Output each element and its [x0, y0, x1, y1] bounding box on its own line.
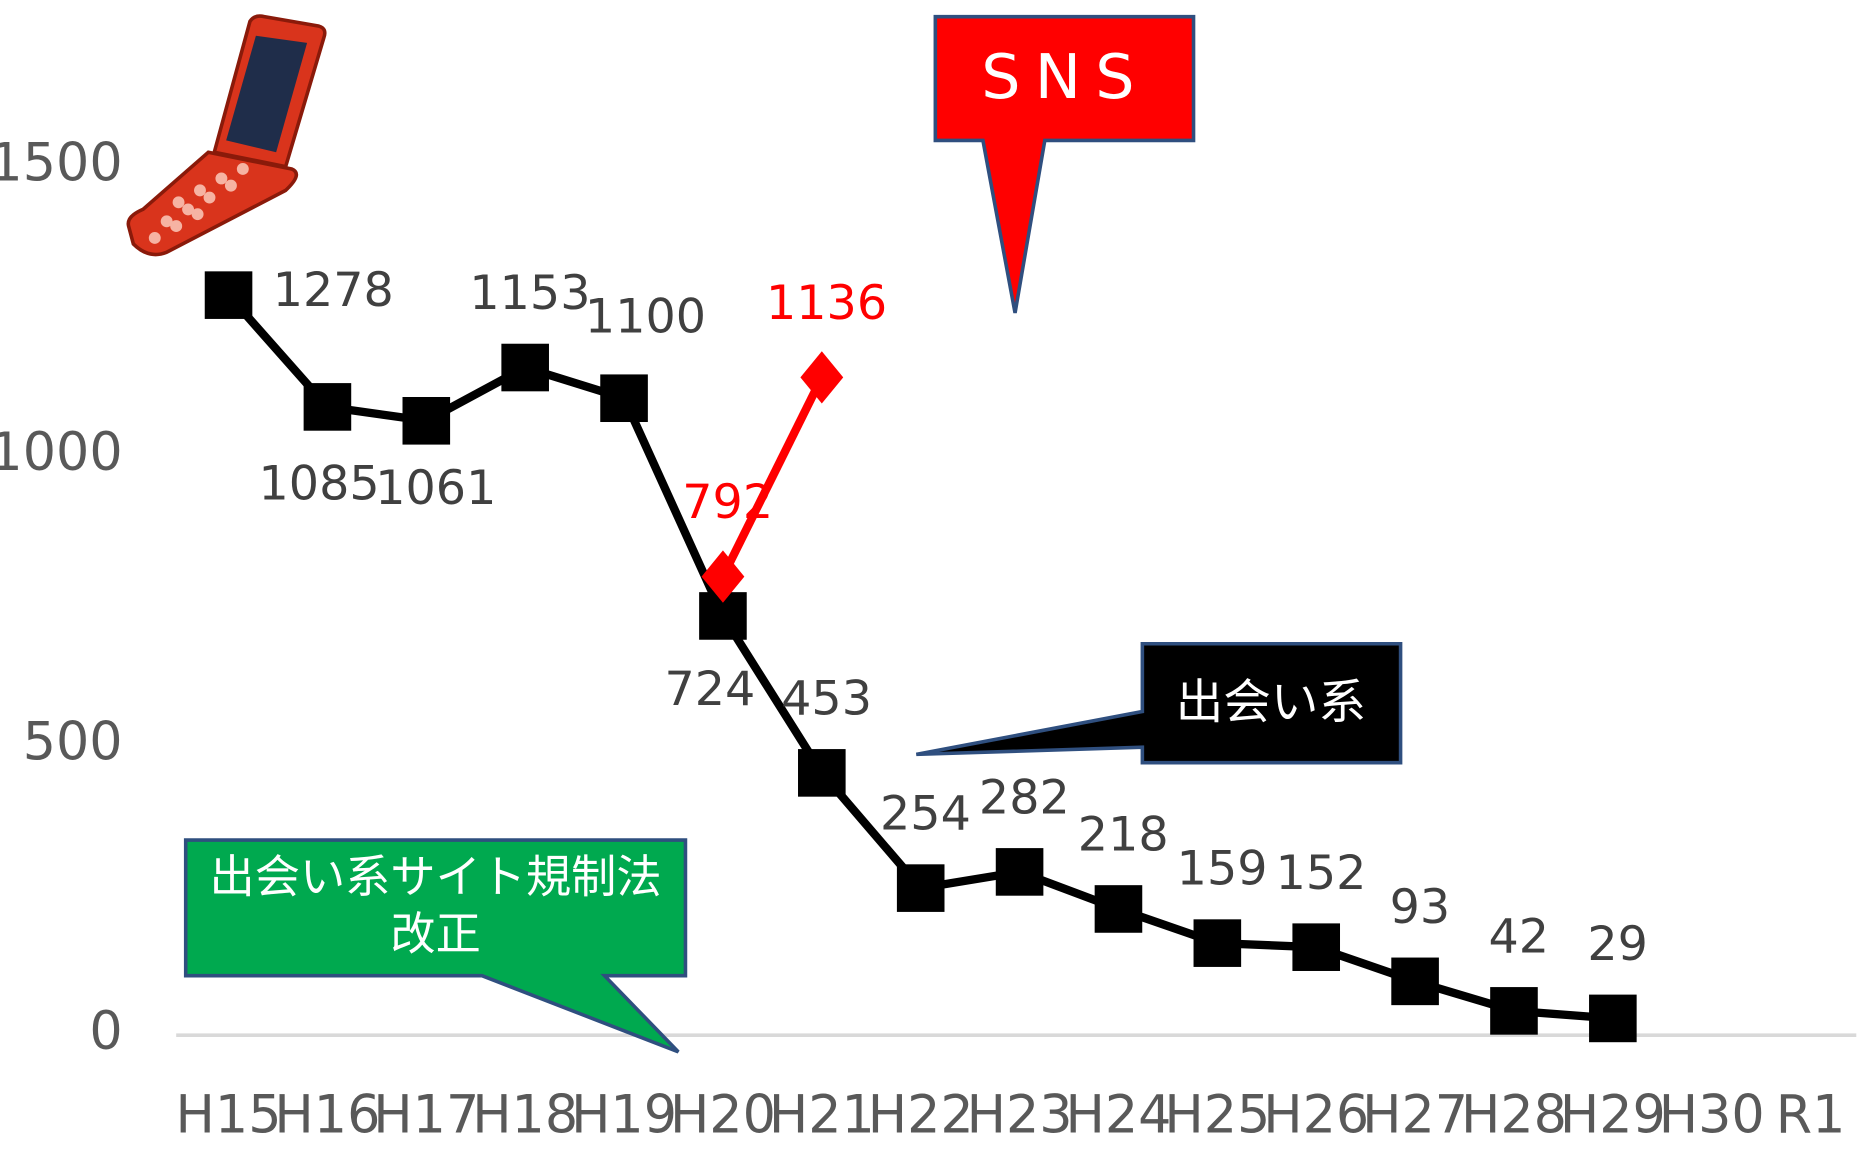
- marker: [1391, 957, 1439, 1006]
- data-label: 93: [1390, 880, 1451, 935]
- marker: [798, 749, 846, 797]
- x-tick-label: H22: [868, 1084, 974, 1145]
- x-tick-label: H26: [1263, 1084, 1369, 1145]
- data-label: 282: [979, 771, 1070, 826]
- law-callout: [183, 838, 688, 1054]
- x-tick-label: H17: [373, 1084, 479, 1145]
- deai-callout: [915, 641, 1403, 765]
- x-tick-label: R1: [1776, 1084, 1846, 1145]
- x-tick-label: H29: [1560, 1084, 1666, 1145]
- data-label: 1100: [585, 290, 706, 345]
- data-label: 152: [1276, 846, 1367, 901]
- marker: [204, 271, 253, 319]
- data-label: 254: [880, 787, 971, 842]
- x-tick-label: H25: [1164, 1084, 1270, 1145]
- data-label: 1061: [375, 461, 496, 516]
- data-label: 159: [1177, 842, 1268, 897]
- data-label: 792: [682, 475, 773, 530]
- data-label: 1085: [259, 457, 380, 512]
- x-tick-label: H15: [176, 1084, 282, 1145]
- marker: [1490, 987, 1538, 1035]
- series-line: [719, 375, 826, 579]
- data-label: 453: [781, 671, 872, 726]
- marker: [800, 351, 844, 404]
- deai-label: 出会い系: [1176, 676, 1366, 731]
- x-tick-label: H30: [1659, 1084, 1765, 1145]
- law-label: 改正: [390, 908, 480, 961]
- y-tick-label: 1000: [0, 422, 123, 483]
- x-tick-label: H27: [1362, 1084, 1468, 1145]
- marker: [501, 343, 549, 392]
- plot: 050010001500H15H16H17H18H19H20H21H22H23H…: [0, 133, 1845, 1146]
- data-label: 29: [1587, 917, 1648, 972]
- x-tick-label: H20: [670, 1084, 776, 1145]
- data-label: 218: [1078, 808, 1169, 863]
- x-tick-label: H28: [1461, 1084, 1567, 1145]
- x-tick-label: H19: [571, 1084, 677, 1145]
- x-tick-label: H18: [472, 1084, 578, 1145]
- marker: [1094, 885, 1143, 933]
- law-label: 出会い系サイト規制法: [210, 851, 662, 904]
- data-label: 1136: [766, 276, 887, 331]
- data-label: 1278: [273, 263, 394, 318]
- marker: [303, 383, 352, 431]
- y-tick-label: 1500: [0, 133, 123, 194]
- marker: [600, 374, 648, 423]
- marker: [1292, 923, 1341, 971]
- x-tick-label: H24: [1065, 1084, 1171, 1145]
- data-label: 42: [1488, 909, 1549, 964]
- marker: [995, 848, 1044, 896]
- marker: [402, 397, 451, 445]
- marker: [896, 864, 945, 912]
- marker: [1193, 919, 1242, 967]
- x-tick-label: H21: [769, 1084, 875, 1145]
- phone-icon: [126, 14, 327, 257]
- y-tick-label: 500: [23, 712, 123, 773]
- x-tick-label: H16: [274, 1084, 380, 1145]
- marker: [1589, 994, 1637, 1043]
- y-tick-label: 0: [89, 1001, 122, 1062]
- sns-label: SNS: [981, 41, 1149, 113]
- data-label: 724: [664, 662, 755, 717]
- data-label: 1153: [469, 266, 590, 321]
- sns-callout: [933, 14, 1196, 314]
- x-tick-label: H23: [967, 1084, 1073, 1145]
- marker: [701, 550, 745, 603]
